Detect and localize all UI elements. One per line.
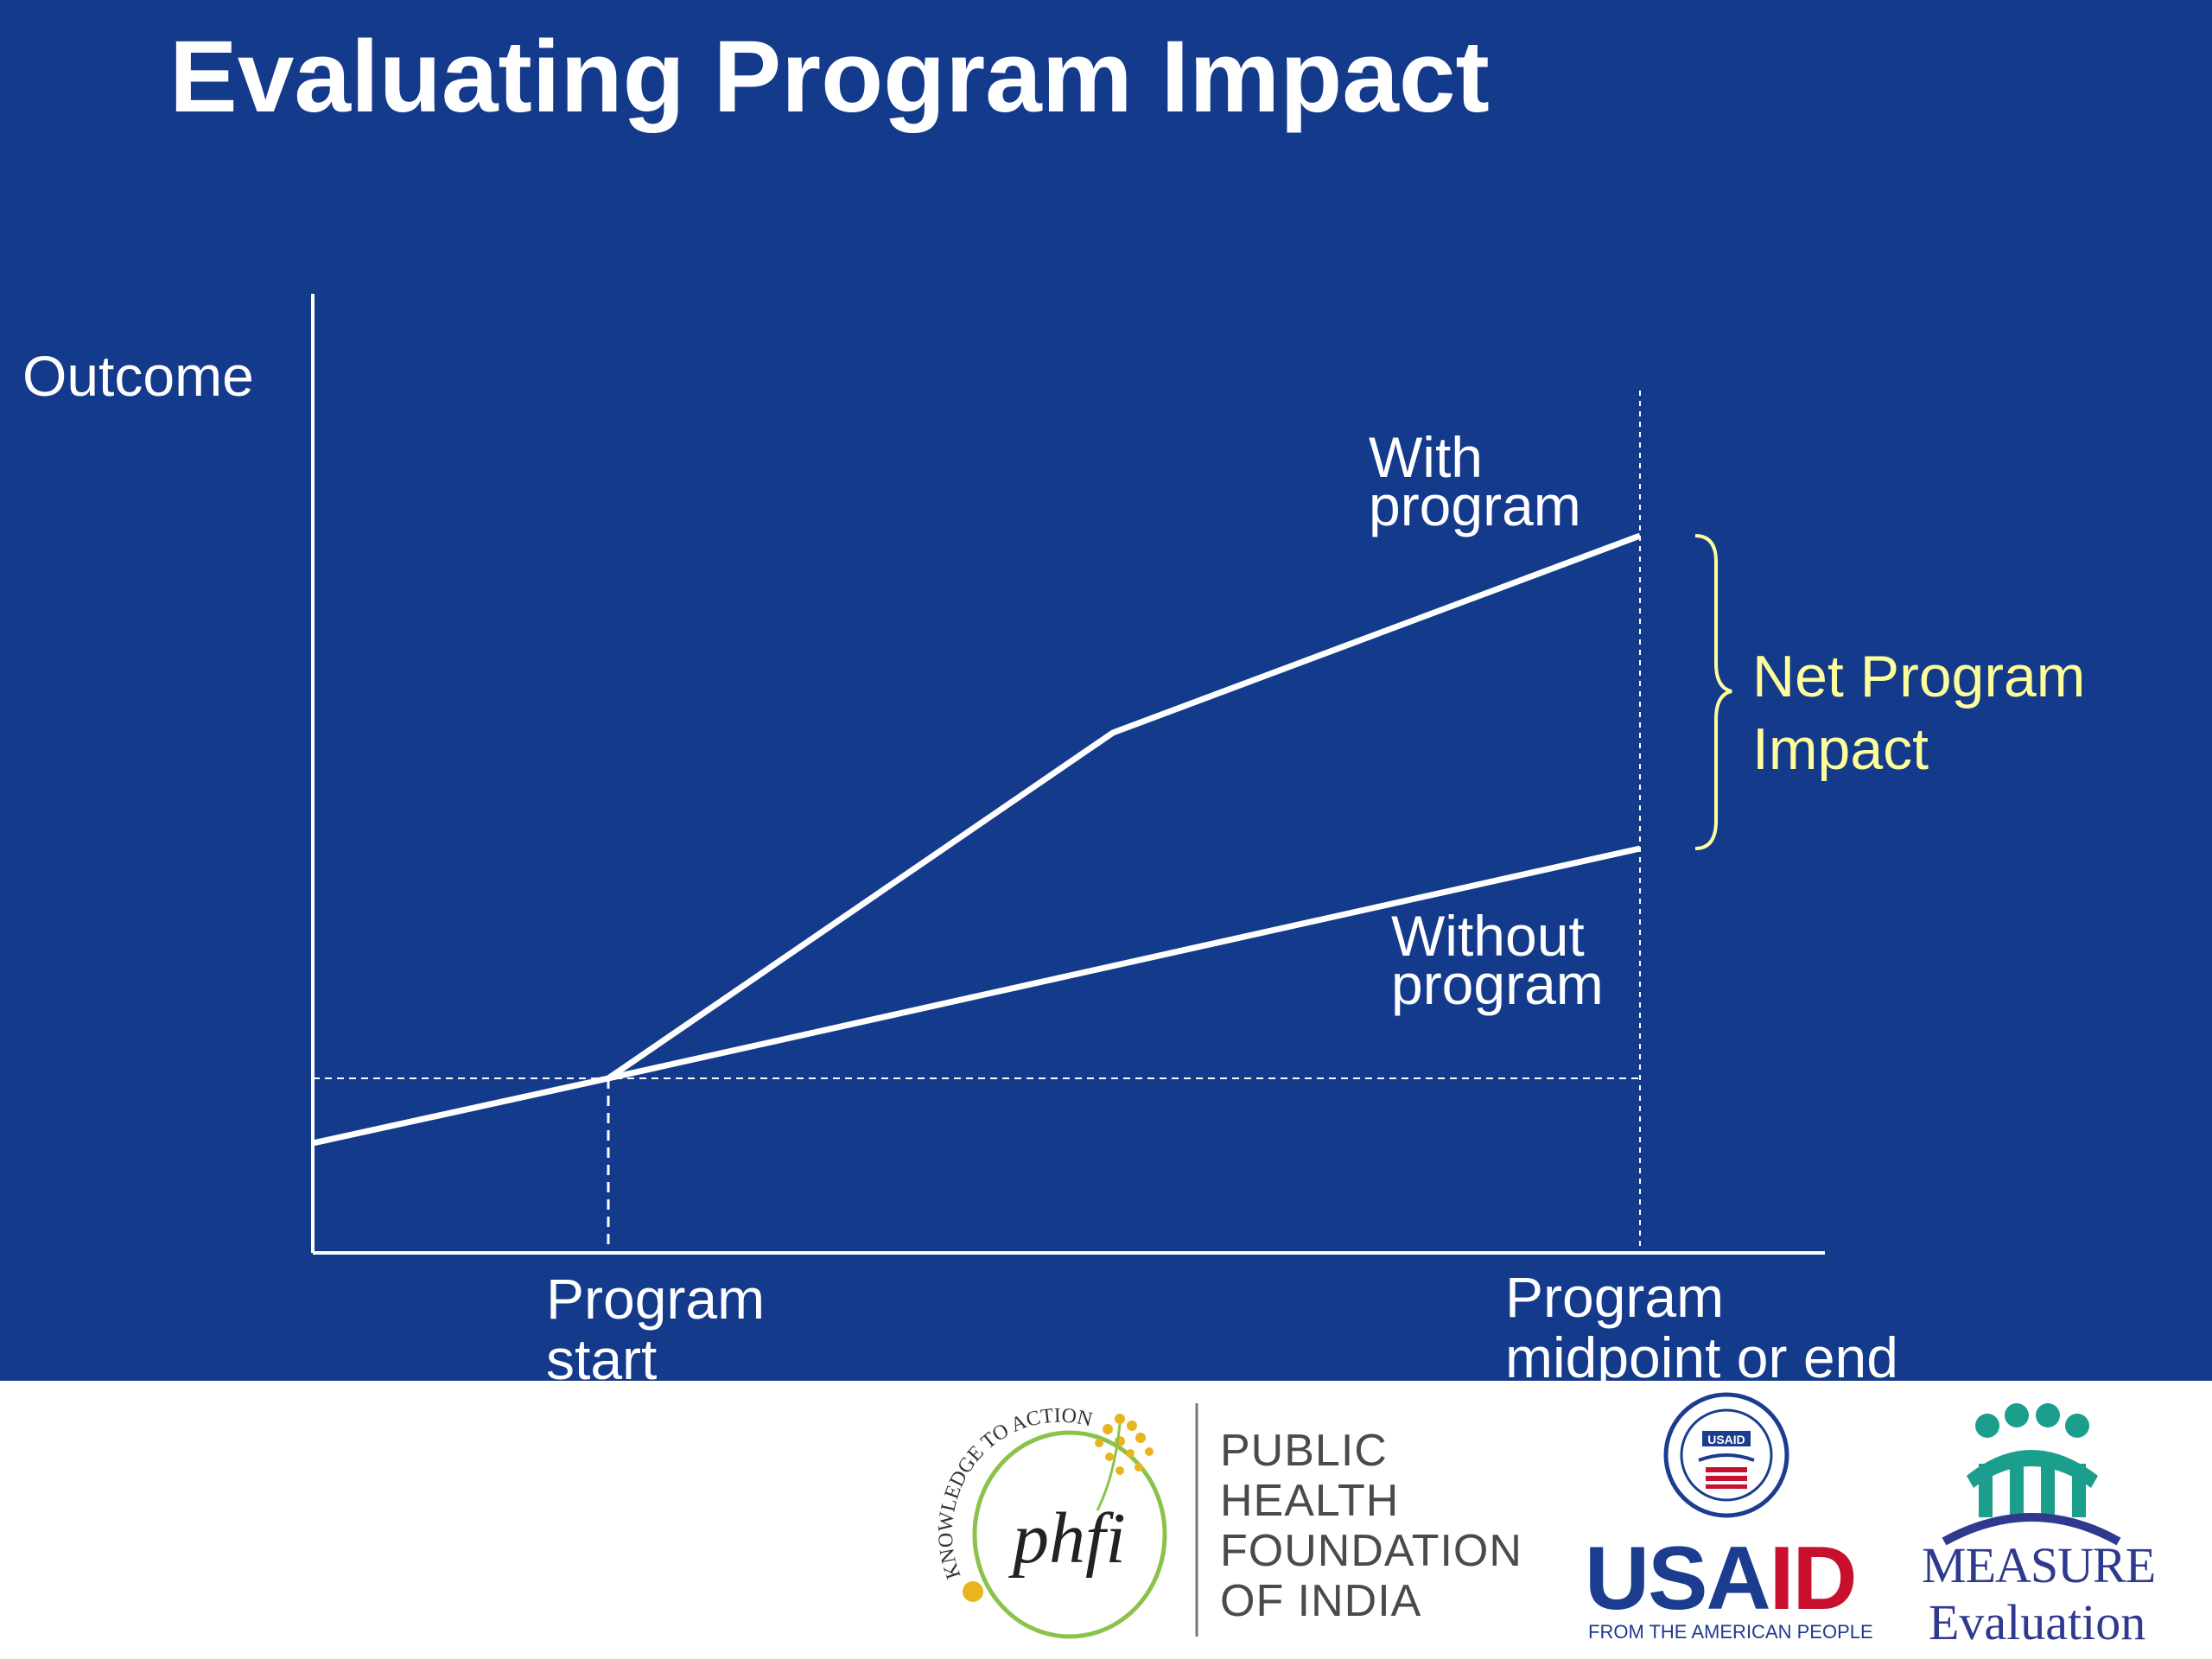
- usaid-wordmark-blue: USA: [1585, 1529, 1771, 1629]
- phfi-name-line4: OF INDIA: [1220, 1576, 1422, 1626]
- with-program-label-line2: program: [1369, 474, 1581, 537]
- program-end-label-line1: Program: [1505, 1265, 1724, 1329]
- program-end-label: Program midpoint or end: [1505, 1265, 1898, 1381]
- phfi-name-line1: PUBLIC: [1220, 1426, 1388, 1476]
- usaid-wordmark: USAID: [1585, 1528, 1858, 1630]
- program-start-label: Program start: [546, 1267, 780, 1381]
- net-impact-label-line1: Net Program: [1752, 644, 2085, 709]
- measure-swoosh: [1942, 1513, 2121, 1546]
- phfi-name-line3: FOUNDATION: [1220, 1526, 1522, 1576]
- program-start-label-line2: start: [546, 1327, 657, 1381]
- usaid-seal-text: USAID: [1707, 1433, 1745, 1446]
- without-program-label-line1: Without: [1391, 904, 1585, 968]
- with-program-label-line1: With: [1369, 425, 1483, 489]
- leaf-icon: [963, 1581, 983, 1602]
- y-axis-label: Outcome: [22, 344, 254, 408]
- phfi-monogram: phfi: [1008, 1498, 1126, 1579]
- logo-footer: KNOWLEDGE TO ACTION phfi USAID PUBLIC HE: [0, 1381, 2212, 1659]
- slide-background: Evaluating Program Impact Outcome With p…: [0, 0, 2212, 1381]
- impact-diagram: Outcome With program Without program Net…: [22, 294, 2101, 1381]
- net-impact-label-line2: Impact: [1752, 716, 1929, 782]
- without-program-label-line2: program: [1391, 952, 1604, 1016]
- phfi-logo: KNOWLEDGE TO ACTION phfi: [935, 1403, 1198, 1639]
- program-start-label-line1: Program: [546, 1267, 765, 1331]
- without-program-label: Without program: [1391, 904, 1604, 1016]
- net-impact-label: Net Program Impact: [1752, 644, 2101, 782]
- net-impact-brace: [1694, 534, 1732, 850]
- program-end-label-line2: midpoint or end: [1505, 1325, 1898, 1381]
- without-program-line: [607, 845, 1641, 1082]
- phfi-name: PUBLIC HEALTH FOUNDATION OF INDIA: [1220, 1426, 1522, 1626]
- wheat-icon: [1095, 1414, 1154, 1475]
- measure-evaluation-text: Evaluation: [1929, 1594, 2146, 1650]
- measure-people-icon: [1967, 1403, 2098, 1517]
- usaid-seal-icon: USAID: [1663, 1392, 1789, 1518]
- phfi-name-line2: HEALTH: [1220, 1476, 1400, 1526]
- pre-program-line: [312, 1075, 609, 1147]
- measure-wordmark: MEASURE: [1922, 1537, 2156, 1593]
- usaid-wordmark-red: ID: [1769, 1529, 1858, 1629]
- wheat-stem: [1096, 1423, 1122, 1511]
- with-program-line: [607, 532, 1642, 1081]
- slide-title: Evaluating Program Impact: [169, 20, 1490, 134]
- usaid-tagline: FROM THE AMERICAN PEOPLE: [1588, 1621, 1873, 1643]
- with-program-label: With program: [1369, 425, 1581, 537]
